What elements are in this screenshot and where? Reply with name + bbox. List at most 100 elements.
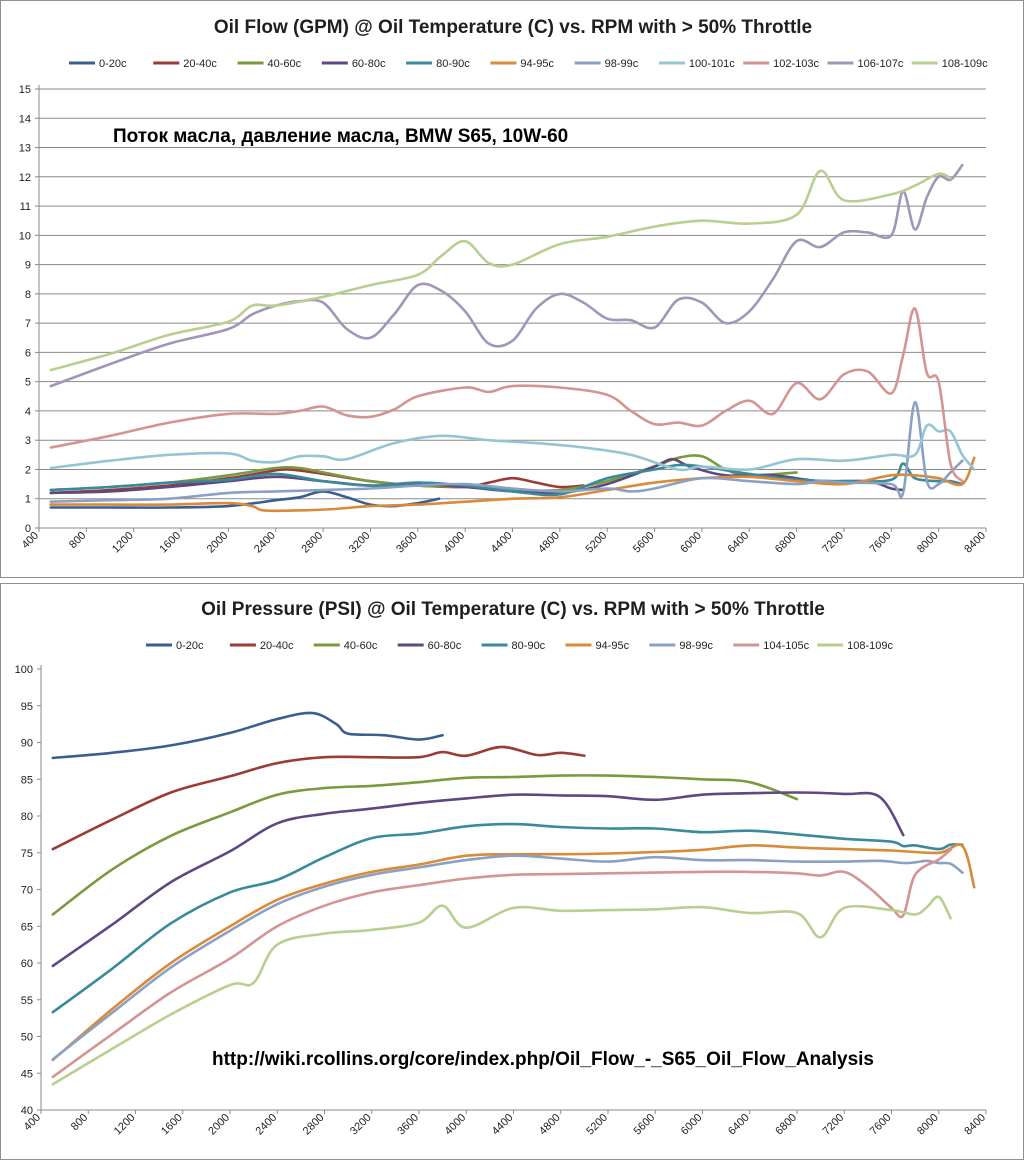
x-tick-label: 2400 [254,1112,280,1138]
y-tick-label: 9 [25,260,31,272]
x-tick-label: 6400 [726,1112,752,1138]
y-tick-label: 1 [25,494,31,506]
legend-label: 106-107c [857,58,903,70]
y-tick-label: 85 [21,774,33,786]
y-tick-label: 7 [25,318,31,330]
x-tick-label: 4400 [490,1112,516,1138]
x-tick-label: 1600 [157,530,183,556]
series-line-102-103c [49,307,964,483]
x-tick-label: 4000 [443,1112,469,1138]
x-tick-label: 3200 [348,1112,374,1138]
legend-label: 98-99c [679,640,713,652]
x-tick-label: 2800 [301,1112,327,1138]
x-tick-label: 8000 [915,530,941,556]
legend-label: 0-20c [99,58,127,70]
x-tick-label: 800 [69,1112,90,1133]
y-tick-label: 2 [25,464,31,476]
series-line-80-90c [49,462,964,497]
y-tick-label: 10 [19,230,31,242]
x-tick-label: 7200 [821,1112,847,1138]
x-tick-label: 7600 [868,1112,894,1138]
x-tick-label: 5200 [584,530,610,556]
oil-pressure-chart-panel: Oil Pressure (PSI) @ Oil Temperature (C)… [0,583,1024,1160]
y-tick-label: 55 [21,995,33,1007]
legend-label: 108-109c [847,640,893,652]
x-tick-label: 1200 [112,1112,138,1138]
series-line-98-99c [49,400,964,503]
series-line-94-95c [49,456,976,513]
series-line-40-60c [51,774,799,916]
chart-annotation: http://wiki.rcollins.org/core/index.php/… [212,1049,874,1070]
chart-title: Oil Pressure (PSI) @ Oil Temperature (C)… [201,599,825,620]
series-line-108-109c [51,895,952,1086]
legend-label: 20-40c [260,640,294,652]
x-tick-label: 800 [67,530,88,551]
legend-label: 0-20c [176,640,204,652]
legend-label: 40-60c [268,58,302,70]
x-tick-label: 5200 [584,1112,610,1138]
legend-label: 100-101c [689,58,735,70]
y-tick-label: 75 [21,848,33,860]
x-tick-label: 8400 [962,530,988,556]
y-tick-label: 80 [21,811,33,823]
series-line-98-99c [51,854,964,1061]
x-tick-label: 8400 [962,1112,988,1138]
x-tick-label: 5600 [631,530,657,556]
legend-label: 80-90c [512,640,546,652]
y-tick-label: 15 [19,84,31,96]
series-line-0-20c [51,711,444,760]
x-tick-label: 4000 [441,530,467,556]
y-tick-label: 11 [20,201,31,213]
y-tick-label: 14 [19,113,31,125]
x-tick-label: 2000 [206,1112,232,1138]
legend-label: 98-99c [605,58,639,70]
x-tick-label: 4800 [536,530,562,556]
legend-label: 102-103c [773,58,819,70]
legend-label: 94-95c [520,58,554,70]
y-tick-label: 4 [25,406,31,418]
x-tick-label: 2400 [252,530,278,556]
x-tick-label: 8000 [915,1112,941,1138]
legend-label: 60-80c [428,640,462,652]
x-tick-label: 4800 [537,1112,563,1138]
legend-label: 80-90c [436,58,470,70]
series-line-94-95c [51,843,976,1062]
x-tick-label: 6800 [773,530,799,556]
x-tick-label: 3600 [394,530,420,556]
oil-flow-chart-panel: Oil Flow (GPM) @ Oil Temperature (C) vs.… [0,0,1024,578]
x-tick-label: 5600 [632,1112,658,1138]
x-tick-label: 6800 [773,1112,799,1138]
y-tick-label: 5 [25,377,31,389]
chart-title: Oil Flow (GPM) @ Oil Temperature (C) vs.… [214,17,812,38]
oil-pressure-chart: Oil Pressure (PSI) @ Oil Temperature (C)… [15,599,988,1138]
y-tick-label: 12 [19,172,31,184]
y-tick-label: 0 [25,523,31,535]
legend-label: 20-40c [183,58,217,70]
y-tick-label: 95 [21,701,33,713]
chart-annotation: Поток масла, давление масла, BMW S65, 10… [113,126,568,147]
x-tick-label: 4400 [489,530,515,556]
x-tick-label: 6400 [726,530,752,556]
x-tick-label: 1600 [159,1112,185,1138]
y-tick-label: 50 [21,1032,33,1044]
legend-label: 108-109c [942,58,988,70]
series-line-108-109c [49,169,952,372]
legend-label: 104-105c [763,640,809,652]
y-tick-label: 8 [25,289,31,301]
oil-flow-chart: Oil Flow (GPM) @ Oil Temperature (C) vs.… [19,17,988,556]
x-tick-label: 6000 [678,530,704,556]
y-tick-label: 90 [21,738,33,750]
x-tick-label: 3200 [347,530,373,556]
legend-label: 60-80c [352,58,386,70]
x-tick-label: 3600 [395,1112,421,1138]
series-line-80-90c [51,822,964,1014]
y-tick-label: 70 [21,885,33,897]
x-tick-label: 7200 [820,530,846,556]
series-line-104-105c [51,848,952,1079]
y-tick-label: 40 [21,1105,33,1117]
x-tick-label: 2000 [205,530,231,556]
y-tick-label: 6 [25,347,31,359]
series-line-100-101c [49,423,976,472]
y-tick-label: 13 [19,143,31,155]
x-tick-label: 400 [20,530,41,551]
